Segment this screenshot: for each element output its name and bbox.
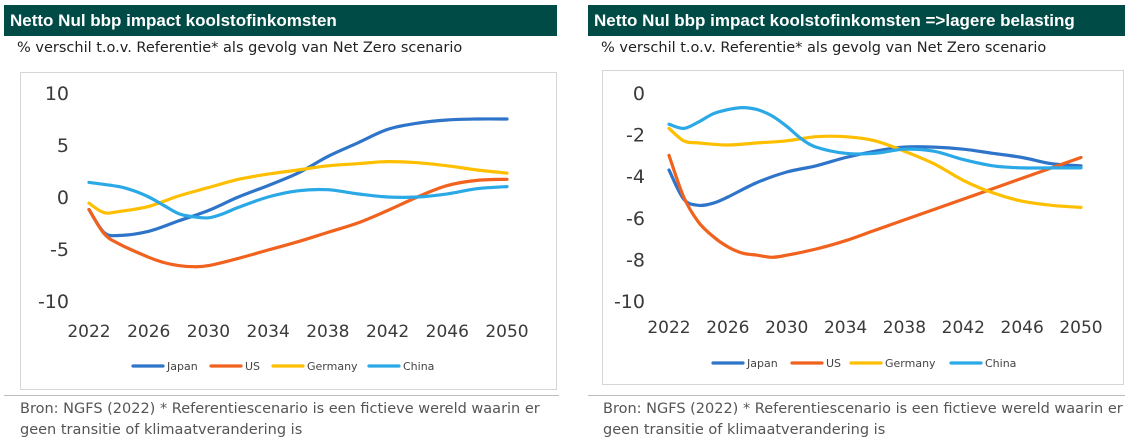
x-tick-label: 2034 [247,322,290,342]
x-tick-label: 2034 [824,318,867,338]
source-note: Bron: NGFS (2022) * Referentiescenario i… [603,399,1129,441]
series-line-us [667,153,1083,259]
source-line-2: geen transitie of klimaatverandering is [603,422,886,438]
series-line-china [667,106,1083,170]
x-tick-label: 2046 [426,322,469,342]
source-line-1: Bron: NGFS (2022) * Referentiescenario i… [20,401,540,417]
x-tick-label: 2026 [706,318,749,338]
legend-label: China [985,357,1016,370]
x-tick-label: 2038 [883,318,926,338]
divider [588,395,1125,396]
chart-area: 0 -2 -4 -6 -8 -10 2022 2026 2030 2034 2038 2042 2046… [602,70,1124,385]
panel-right: Netto Nul bbp impact koolstofinkomsten =… [588,0,1128,447]
panel-left: Netto Nul bbp impact koolstofinkomsten %… [4,0,559,447]
y-tick-label: 0 [57,187,69,209]
y-tick-label: -10 [614,291,645,313]
line-chart-svg: 10 5 0 -5 -10 2022 2026 2030 2034 2038 2042 2046 205… [38,83,529,373]
x-tick-label: 2042 [942,318,985,338]
legend-label: Germany [885,357,936,370]
y-tick-label: -10 [38,291,69,313]
y-tick-label: -4 [626,166,645,188]
x-tick-label: 2042 [366,322,409,342]
y-tick-label: -2 [626,125,645,147]
chart-subtitle: % verschil t.o.v. Referentie* als gevolg… [17,40,463,56]
series-line-germany [667,126,1083,209]
x-tick-label: 2026 [127,322,170,342]
legend-label: China [403,360,434,373]
y-tick-label: 5 [57,135,69,157]
legend-label: US [245,360,260,373]
source-line-1: Bron: NGFS (2022) * Referentiescenario i… [603,401,1123,417]
legend-label: Japan [746,357,778,370]
y-tick-label: -5 [50,239,69,261]
x-tick-label: 2022 [67,322,110,342]
legend-label: Germany [307,360,358,373]
y-tick-label: -6 [626,208,645,230]
x-tick-label: 2038 [306,322,349,342]
divider [4,395,559,396]
chart-subtitle: % verschil t.o.v. Referentie* als gevolg… [601,40,1047,56]
x-tick-label: 2050 [485,322,528,342]
y-tick-label: 10 [45,83,69,105]
series-line-us [87,177,509,269]
series-line-germany [87,159,509,215]
x-tick-label: 2022 [647,318,690,338]
x-tick-label: 2030 [187,322,230,342]
source-line-2: geen transitie of klimaatverandering is [20,422,303,438]
chart-title: Netto Nul bbp impact koolstofinkomsten [4,5,557,36]
x-tick-label: 2046 [1001,318,1044,338]
series-line-china [87,180,509,220]
legend-label: Japan [166,360,198,373]
x-tick-label: 2030 [765,318,808,338]
x-tick-label: 2050 [1059,318,1102,338]
y-tick-label: 0 [633,83,645,105]
chart-title: Netto Nul bbp impact koolstofinkomsten =… [588,5,1125,36]
series-line-japan [667,145,1083,208]
legend-label: US [826,357,841,370]
chart-area: 10 5 0 -5 -10 2022 2026 2030 2034 2038 2042 2046 205… [20,72,557,390]
source-note: Bron: NGFS (2022) * Referentiescenario i… [20,399,560,441]
y-tick-label: -8 [626,249,645,271]
series-line-japan [87,117,509,238]
